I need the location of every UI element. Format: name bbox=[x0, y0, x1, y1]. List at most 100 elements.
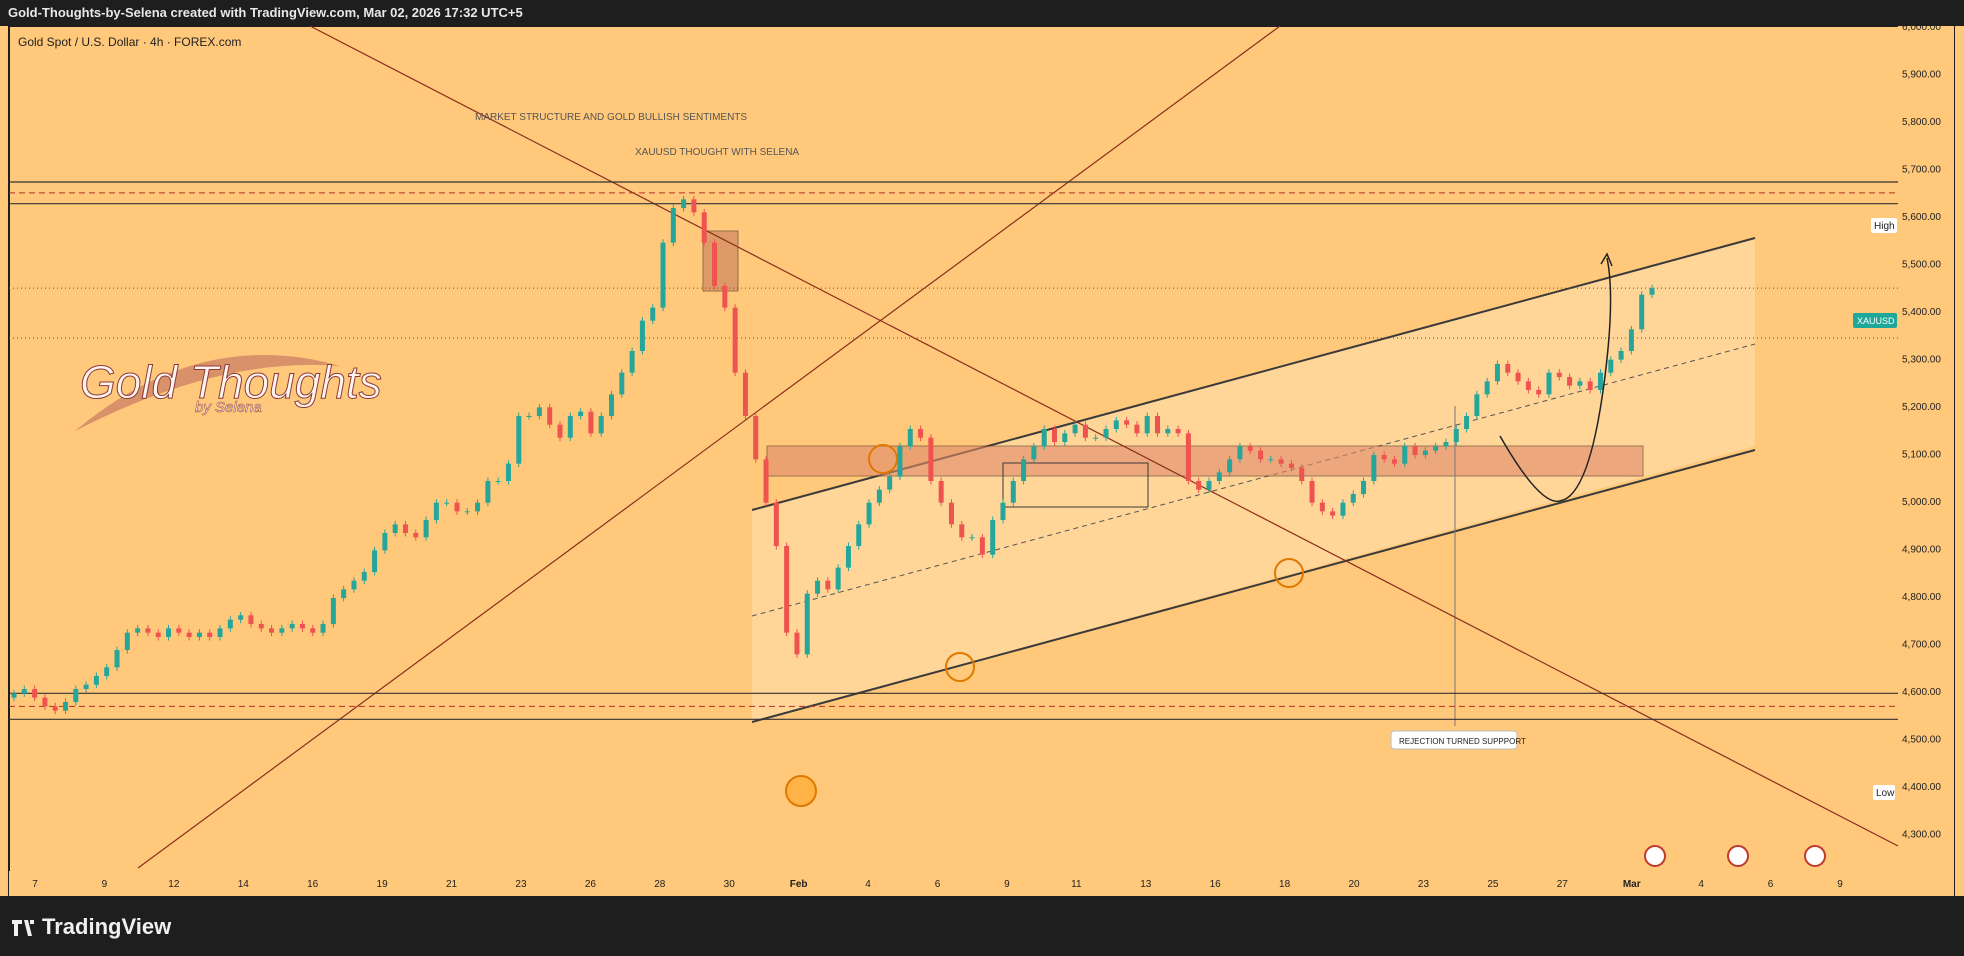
candle-body bbox=[310, 628, 316, 633]
time-scale-panel[interactable] bbox=[9, 871, 1954, 896]
candle-body bbox=[1155, 416, 1161, 434]
candle-body bbox=[248, 615, 254, 624]
candle-body bbox=[753, 416, 759, 460]
candle-body bbox=[392, 524, 398, 533]
consolidation-box bbox=[1002, 462, 1149, 508]
low-label-box bbox=[1873, 785, 1895, 800]
candle-body bbox=[1639, 294, 1645, 330]
candle-body bbox=[588, 411, 594, 434]
time-tick-label: 18 bbox=[1279, 879, 1291, 890]
candle-body bbox=[1412, 446, 1418, 455]
candle-body bbox=[763, 459, 769, 503]
candle-body bbox=[382, 533, 388, 551]
candle-body bbox=[1505, 364, 1511, 373]
symbol-price-tag-text: XAUUSD bbox=[1857, 316, 1895, 326]
candle-body bbox=[433, 502, 439, 520]
us-flag-event-icon[interactable] bbox=[1644, 845, 1666, 867]
us-flag-event-icon[interactable] bbox=[1727, 845, 1749, 867]
candle-body bbox=[1082, 424, 1088, 438]
candle-body bbox=[1165, 429, 1171, 434]
candle-body bbox=[1525, 381, 1531, 390]
candle-body bbox=[279, 628, 285, 633]
candle-body bbox=[1113, 420, 1119, 429]
economic-events[interactable] bbox=[1644, 845, 1826, 867]
candle-body bbox=[1237, 446, 1243, 460]
candle-body bbox=[464, 511, 470, 513]
candle-body bbox=[578, 411, 584, 416]
candle-body bbox=[1587, 381, 1593, 390]
candle-body bbox=[660, 242, 666, 308]
symbol-legend[interactable]: Gold Spot / U.S. Dollar · 4h · FOREX.com bbox=[18, 35, 241, 49]
channel-fill bbox=[752, 238, 1755, 722]
candle-body bbox=[135, 628, 141, 633]
callout-text: REJECTION TURNED SUPPPORT bbox=[1399, 737, 1526, 746]
candle-body bbox=[289, 624, 295, 629]
pivot-circle-low bbox=[785, 775, 817, 807]
price-tick-label: 5,900.00 bbox=[1902, 70, 1941, 81]
candle-body bbox=[835, 567, 841, 590]
candle-body bbox=[1144, 416, 1150, 434]
projection-arrowhead bbox=[1600, 252, 1613, 267]
candle-body bbox=[186, 632, 192, 637]
callout-label: REJECTION TURNED SUPPPORT bbox=[1390, 730, 1526, 750]
candle-body bbox=[1062, 433, 1068, 442]
time-axis-labels: 7 9 12 14 16 19 21 23 26 28 30 Feb 4 6 9 11 13 16 18 20 23 25… bbox=[32, 879, 1843, 890]
price-tick-label: 4,300.00 bbox=[1902, 830, 1941, 841]
candle-body bbox=[1206, 481, 1212, 490]
candle-body bbox=[361, 572, 367, 581]
candle-body bbox=[928, 437, 934, 481]
price-chart[interactable]: 6,000.00 5,900.00 5,800.00 5,700.00 5,600.00… bbox=[0, 26, 1964, 896]
candle-body bbox=[1124, 420, 1130, 425]
candle-body bbox=[495, 481, 501, 482]
tradingview-logo[interactable]: TradingView bbox=[12, 914, 171, 940]
candle-body bbox=[52, 706, 58, 711]
time-tick-label: 13 bbox=[1140, 879, 1152, 890]
candle-body bbox=[804, 593, 810, 655]
candle-body bbox=[269, 628, 275, 633]
candle-body bbox=[1227, 459, 1233, 473]
top-supply-box bbox=[702, 230, 739, 292]
candle-body bbox=[475, 502, 481, 512]
candle-body bbox=[1196, 481, 1202, 490]
candle-body bbox=[887, 476, 893, 490]
time-tick-label: 23 bbox=[515, 879, 527, 890]
watermark-sub-text: by Selena bbox=[195, 399, 262, 416]
pivot-markers bbox=[785, 444, 1304, 807]
candle-body bbox=[1278, 459, 1284, 464]
candle-body bbox=[866, 502, 872, 525]
candle-body bbox=[1361, 481, 1367, 494]
candle-body bbox=[505, 463, 511, 481]
time-tick-label: 9 bbox=[102, 879, 108, 890]
candle-body bbox=[1536, 390, 1542, 395]
candle-body bbox=[1031, 446, 1037, 460]
candle-body bbox=[63, 702, 69, 711]
price-tick-label: 4,500.00 bbox=[1902, 735, 1941, 746]
candle-body bbox=[1021, 459, 1027, 481]
candle-body bbox=[1649, 288, 1655, 295]
candle-body bbox=[1546, 372, 1552, 395]
candle-body bbox=[413, 533, 419, 538]
candle-body bbox=[1185, 433, 1191, 481]
key-levels bbox=[9, 181, 1898, 720]
us-flag-event-icon[interactable] bbox=[1804, 845, 1826, 867]
time-tick-label: 28 bbox=[654, 879, 666, 890]
channel-lower-line bbox=[751, 449, 1756, 723]
high-label: High bbox=[1871, 218, 1897, 233]
price-tick-label: 5,500.00 bbox=[1902, 260, 1941, 271]
candle-body bbox=[567, 416, 573, 438]
candle-body bbox=[1628, 329, 1634, 351]
price-axis-labels: 6,000.00 5,900.00 5,800.00 5,700.00 5,600.00… bbox=[1902, 26, 1941, 841]
candle-body bbox=[722, 286, 728, 308]
price-scale-panel[interactable] bbox=[1898, 26, 1954, 888]
candle-body bbox=[104, 667, 110, 676]
candle-body bbox=[897, 446, 903, 477]
price-tick-label: 5,300.00 bbox=[1902, 355, 1941, 366]
candle-body bbox=[815, 580, 821, 594]
candle-body bbox=[145, 628, 151, 633]
time-tick-label: 21 bbox=[446, 879, 458, 890]
time-tick-label: 20 bbox=[1348, 879, 1360, 890]
candle-body bbox=[1010, 481, 1016, 503]
candle-body bbox=[341, 589, 347, 598]
watermark-logo: Gold Thoughts by Selena bbox=[75, 354, 382, 431]
candle-body bbox=[1453, 429, 1459, 442]
